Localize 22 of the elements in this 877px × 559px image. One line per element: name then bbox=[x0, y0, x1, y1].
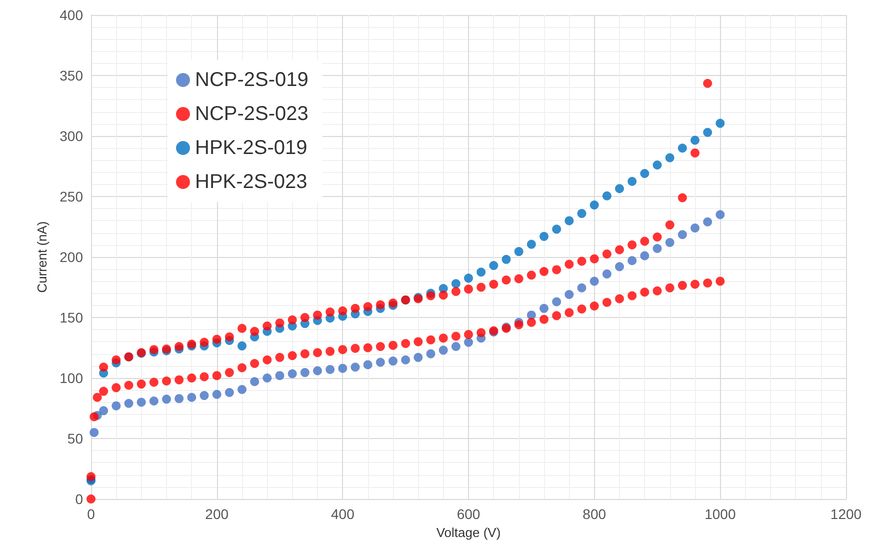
y-tick-label: 150 bbox=[60, 310, 84, 326]
legend-label: HPK-2S-023 bbox=[195, 171, 308, 193]
x-tick-label: 1200 bbox=[830, 506, 862, 522]
x-tick-label: 400 bbox=[330, 506, 355, 522]
y-tick-label: 50 bbox=[67, 430, 84, 446]
y-tick-label: 350 bbox=[60, 68, 84, 84]
y-tick-label: 200 bbox=[60, 249, 84, 265]
x-tick-label: 1000 bbox=[704, 506, 736, 522]
y-tick-label: 250 bbox=[60, 188, 84, 204]
y-axis-title: Current (nA) bbox=[34, 221, 50, 293]
x-tick-label: 200 bbox=[205, 506, 229, 522]
legend-label: HPK-2S-019 bbox=[195, 137, 308, 159]
legend-label: NCP-2S-023 bbox=[195, 103, 308, 125]
y-tick-label: 0 bbox=[75, 491, 84, 507]
x-axis-title: Voltage (V) bbox=[436, 524, 501, 540]
x-tick-label: 800 bbox=[582, 506, 606, 522]
x-tick-label: 600 bbox=[456, 506, 480, 522]
legend-label: NCP-2S-019 bbox=[195, 69, 308, 91]
y-tick-label: 300 bbox=[60, 128, 84, 144]
x-tick-label: 0 bbox=[87, 506, 96, 522]
y-tick-label: 100 bbox=[60, 370, 84, 386]
y-tick-label: 400 bbox=[60, 7, 84, 23]
